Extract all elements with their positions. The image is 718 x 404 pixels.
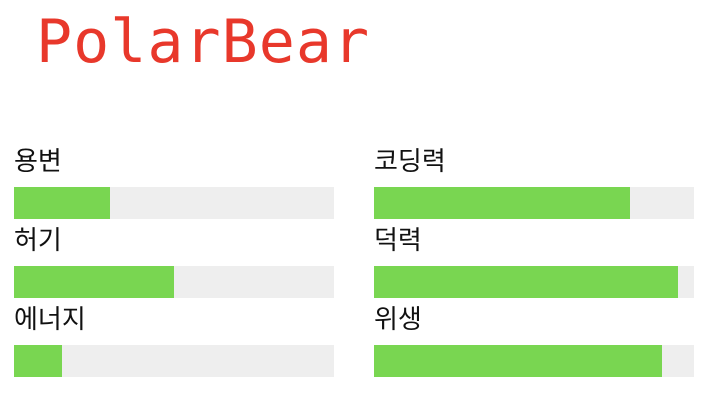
stat-label: 덕력	[374, 226, 422, 256]
stat-bar-track	[14, 187, 334, 219]
stat-bar-track	[374, 187, 694, 219]
stat-label: 코딩력	[374, 147, 446, 177]
stats-grid: 용변 코딩력 허기 덕력 에너지 위생	[14, 138, 694, 377]
stat-label: 에너지	[14, 305, 86, 335]
stat-hygiene: 위생	[374, 296, 694, 377]
stat-bar-fill	[374, 266, 678, 298]
stat-bar-fill	[14, 345, 62, 377]
stat-fandom: 덕력	[374, 217, 694, 298]
stat-coding: 코딩력	[374, 138, 694, 219]
stat-bar-fill	[14, 187, 110, 219]
stat-label: 위생	[374, 305, 422, 335]
stat-bar-fill	[374, 187, 630, 219]
stat-bar-fill	[374, 345, 662, 377]
stat-bar-fill	[14, 266, 174, 298]
stat-bar-track	[374, 266, 694, 298]
stat-label: 허기	[14, 226, 62, 256]
app-title: PolarBear	[36, 7, 371, 77]
stat-bar-track	[14, 266, 334, 298]
stat-label: 용변	[14, 147, 62, 177]
stat-bar-track	[14, 345, 334, 377]
stat-energy: 에너지	[14, 296, 334, 377]
stat-bar-track	[374, 345, 694, 377]
stat-hunger: 허기	[14, 217, 334, 298]
stat-poop: 용변	[14, 138, 334, 219]
